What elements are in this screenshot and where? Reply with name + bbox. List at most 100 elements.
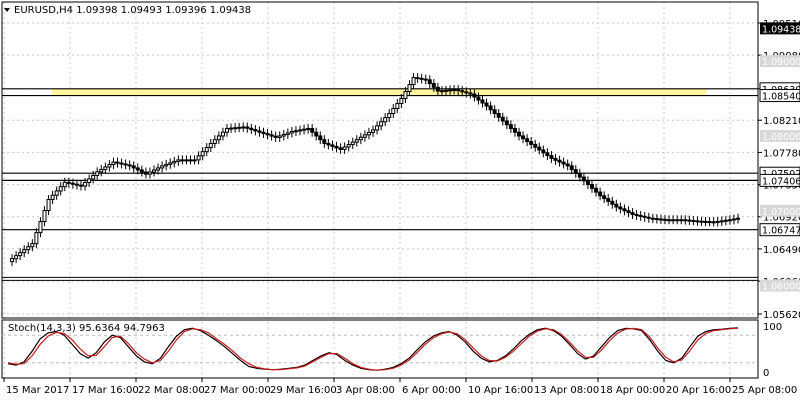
candle-body — [127, 164, 132, 167]
chart-title-text: EURUSD,H4 1.09398 1.09493 1.09396 1.0943… — [14, 5, 251, 16]
candle-body — [70, 182, 75, 185]
candle-body — [58, 186, 63, 192]
candle-body — [703, 220, 708, 223]
candle-body — [87, 178, 92, 184]
candle-body — [452, 89, 457, 92]
price-tick-label: 1.06490 — [763, 245, 800, 256]
candle-body — [695, 220, 700, 223]
candle-body — [598, 191, 603, 197]
candle-body — [115, 161, 120, 164]
faint-price-label: 1.07000 — [762, 207, 800, 218]
candle-body — [403, 91, 408, 100]
time-tick-label: 25 Apr 08:00 — [732, 385, 797, 396]
candle-body — [249, 127, 254, 131]
level-price-label: 1.06747 — [762, 226, 800, 237]
candle-body — [338, 147, 343, 150]
time-tick-label: 13 Apr 08:00 — [534, 385, 599, 396]
time-tick-label: 18 Apr 00:00 — [600, 385, 665, 396]
candle-body — [269, 134, 274, 137]
candle-body — [143, 171, 148, 175]
time-tick-label: 29 Mar 16:00 — [270, 385, 337, 396]
candle-body — [273, 135, 278, 138]
price-tick-label: 1.06920 — [763, 213, 800, 224]
candle-body — [476, 96, 481, 101]
candle-body — [111, 161, 116, 166]
main-plot-border — [1, 1, 759, 319]
candle-body — [152, 169, 156, 173]
price-tick-label: 1.08210 — [763, 116, 800, 127]
candle-body — [492, 109, 497, 115]
candle-body — [38, 221, 43, 234]
candle-body — [253, 129, 258, 132]
level-price-label-bg — [759, 223, 800, 237]
stoch-tick-label: 0 — [763, 368, 769, 379]
candle-body — [488, 105, 493, 111]
candle-body — [265, 133, 270, 136]
candle-body — [391, 108, 396, 115]
candle-body — [431, 83, 436, 88]
level-price-label: 1.08540 — [762, 92, 800, 103]
candle-body — [626, 210, 631, 214]
symbol-dropdown-icon[interactable] — [4, 8, 10, 12]
candle-body — [723, 219, 728, 222]
candle-body — [237, 126, 242, 129]
candle-body — [671, 219, 676, 222]
current-price-label: 1.09438 — [762, 24, 800, 35]
candle-body — [103, 166, 108, 170]
faint-price-label: 1.09000 — [762, 57, 800, 68]
stoch-title-text: Stoch(14,3,3) 95.6364 94.7963 — [8, 323, 165, 334]
price-tick-label: 1.05620 — [763, 310, 800, 321]
candle-body — [322, 139, 327, 144]
level-price-label: 1.07406 — [762, 176, 800, 187]
candle-body — [330, 144, 335, 147]
candle-body — [180, 159, 185, 162]
candle-body — [168, 162, 173, 165]
candle-body — [362, 134, 367, 138]
oscillator-plot-border — [1, 319, 759, 379]
candle-body — [719, 220, 724, 223]
candle-body — [66, 181, 71, 184]
candle-body — [50, 194, 55, 201]
candle-body — [508, 124, 513, 129]
candle-body — [642, 215, 647, 218]
candle-body — [26, 246, 31, 251]
grid-lines — [2, 2, 758, 378]
chart-frame — [1, 1, 759, 379]
candle-body — [366, 131, 371, 136]
candle-body — [472, 93, 477, 98]
candle-body — [573, 169, 578, 174]
candle-body — [257, 130, 262, 133]
candle-body — [139, 169, 144, 173]
time-tick-label: 17 Mar 16:00 — [72, 385, 139, 396]
candle-body — [727, 219, 732, 222]
candle-body — [241, 126, 246, 129]
candle-body — [529, 141, 534, 145]
candle-body — [200, 151, 205, 157]
candle-body — [318, 135, 323, 141]
candle-body — [375, 125, 380, 131]
candle-body — [204, 147, 209, 153]
faint-price-label: 1.06000 — [762, 282, 800, 293]
candle-body — [302, 128, 307, 131]
time-tick-label: 15 Mar 2017 — [6, 385, 69, 396]
candle-body — [14, 255, 19, 260]
candle-body — [585, 180, 590, 186]
candle-body — [147, 171, 152, 175]
time-tick-label: 20 Apr 16:00 — [666, 385, 731, 396]
candle-body — [577, 172, 582, 178]
candle-body — [427, 79, 432, 85]
candle-body — [561, 161, 566, 165]
time-tick-label: 6 Apr 00:00 — [402, 385, 461, 396]
candle-body — [545, 152, 550, 157]
candle-body — [658, 218, 663, 221]
candle-body — [679, 219, 684, 222]
candle-body — [233, 127, 238, 130]
candle-body — [565, 163, 570, 167]
candle-body — [464, 91, 469, 94]
candle-body — [176, 159, 181, 162]
candle-body — [91, 174, 96, 180]
candle-body — [691, 219, 696, 222]
faint-price-label-bg — [760, 55, 800, 68]
candle-body — [346, 144, 351, 148]
